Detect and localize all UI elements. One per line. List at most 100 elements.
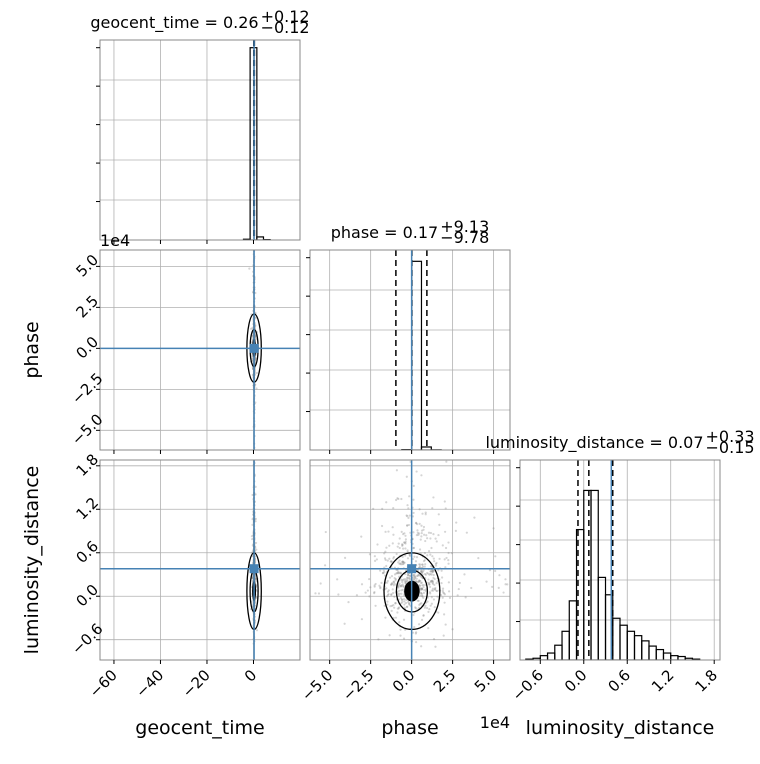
- scatter-point: [400, 585, 402, 587]
- scatter-point: [369, 586, 371, 588]
- scatter-point: [413, 626, 415, 628]
- scatter-point: [429, 554, 431, 556]
- scatter-point: [407, 507, 409, 509]
- hist-bar-luminosity_distance-6: [569, 601, 576, 660]
- ytick-label-phase-3: 2.5: [72, 292, 102, 322]
- xtick-label-geocent_time-1: −40: [132, 666, 167, 701]
- scatter-point: [420, 645, 422, 647]
- scatter-point: [401, 531, 403, 533]
- hist-bar-luminosity_distance-10: [598, 577, 605, 660]
- scatter-point: [443, 592, 445, 594]
- scatter-point: [423, 560, 425, 562]
- scatter-point: [368, 595, 370, 597]
- scatter-point: [420, 535, 422, 537]
- ytick-label-phase-2: 0.0: [72, 333, 102, 363]
- scatter-point: [406, 504, 408, 506]
- scatter-point: [407, 517, 409, 519]
- scatter-point: [413, 579, 415, 581]
- scatter-point: [381, 525, 383, 527]
- scatter-point: [416, 470, 418, 472]
- hist-bar-luminosity_distance-9: [591, 490, 598, 660]
- hist-bar-luminosity_distance-13: [620, 625, 627, 660]
- scatter-point: [416, 529, 418, 531]
- scatter-point: [385, 565, 387, 567]
- diag-content-geocent_time: [100, 40, 300, 240]
- scatter-point: [442, 544, 444, 546]
- scatter-point: [365, 592, 367, 594]
- scatter-point: [407, 557, 409, 559]
- scatter-point: [254, 241, 256, 243]
- scatter-point: [415, 560, 417, 562]
- scatter-point: [420, 570, 422, 572]
- scatter-point: [374, 605, 376, 607]
- scatter-point: [422, 584, 424, 586]
- scatter-point: [378, 585, 380, 587]
- hist-bar-luminosity_distance-12: [613, 618, 620, 660]
- scatter-point: [441, 570, 443, 572]
- scatter-point: [281, 563, 283, 565]
- scatter-point: [401, 598, 403, 600]
- scatter-point: [256, 629, 258, 631]
- scatter-point: [398, 559, 400, 561]
- hist-bar-luminosity_distance-17: [649, 646, 656, 660]
- scatter-point: [432, 590, 434, 592]
- scatter-point: [386, 595, 388, 597]
- scatter-point: [445, 547, 447, 549]
- scatter-point: [406, 606, 408, 608]
- scatter-point: [421, 595, 423, 597]
- scatter-point: [522, 555, 524, 557]
- scatter-point: [403, 578, 405, 580]
- scatter-point: [407, 577, 409, 579]
- scatter-point: [406, 514, 408, 516]
- scatter-point: [404, 581, 406, 583]
- truth-marker-luminosity_distance-vs-geocent_time: [250, 564, 259, 573]
- title-lower-geocent_time: −0.12: [261, 18, 310, 37]
- spine-phase-vs-geocent_time: [100, 250, 300, 450]
- scatter-point: [380, 582, 382, 584]
- scatter-point: [434, 538, 436, 540]
- scatter-point: [422, 597, 424, 599]
- scatter-point: [392, 557, 394, 559]
- xaxis-label-luminosity_distance: luminosity_distance: [526, 717, 715, 739]
- diag-panel-geocent_time: [96, 40, 300, 244]
- scatter-point: [434, 606, 436, 608]
- scatter-point: [423, 614, 425, 616]
- ytick-label-luminosity_distance-3: 1.2: [72, 494, 102, 524]
- scatter-point: [253, 457, 255, 459]
- scatter-point: [420, 592, 422, 594]
- xtick-label-phase-4: 5.0: [471, 666, 501, 696]
- scatter-point: [502, 591, 504, 593]
- title-geocent_time: geocent_time = 0.26+0.12−0.12: [90, 7, 309, 37]
- scatter-point: [402, 583, 404, 585]
- scatter-point: [424, 552, 426, 554]
- scatter-point: [421, 513, 423, 515]
- scatter-point: [255, 542, 257, 544]
- scatter-point: [455, 530, 457, 532]
- scatter-point: [433, 598, 435, 600]
- scatter-point: [458, 588, 460, 590]
- scatter-point: [447, 559, 449, 561]
- xtick-label-geocent_time-3: 0: [241, 666, 260, 685]
- scatter-point: [224, 580, 226, 582]
- scatter-point: [442, 588, 444, 590]
- scatter-point: [356, 594, 358, 596]
- scatter-point: [428, 608, 430, 610]
- scatter-point: [413, 485, 415, 487]
- scatter-point: [402, 548, 404, 550]
- scatter-point: [419, 594, 421, 596]
- hist-bar-luminosity_distance-4: [555, 645, 562, 660]
- scatter-point: [449, 597, 451, 599]
- scatter-point: [254, 669, 256, 671]
- scatter-point: [420, 587, 422, 589]
- scatter-point: [248, 268, 250, 270]
- scatter-point: [255, 387, 257, 389]
- scatter-point: [424, 563, 426, 565]
- scatter-point: [455, 521, 457, 523]
- scatter-point: [347, 601, 349, 603]
- scatter-point: [415, 632, 417, 634]
- scatter-point: [426, 607, 428, 609]
- scatter-point: [465, 596, 467, 598]
- scatter-point: [416, 556, 418, 558]
- spine-luminosity_distance-vs-geocent_time: [100, 460, 300, 660]
- scatter-point: [432, 496, 434, 498]
